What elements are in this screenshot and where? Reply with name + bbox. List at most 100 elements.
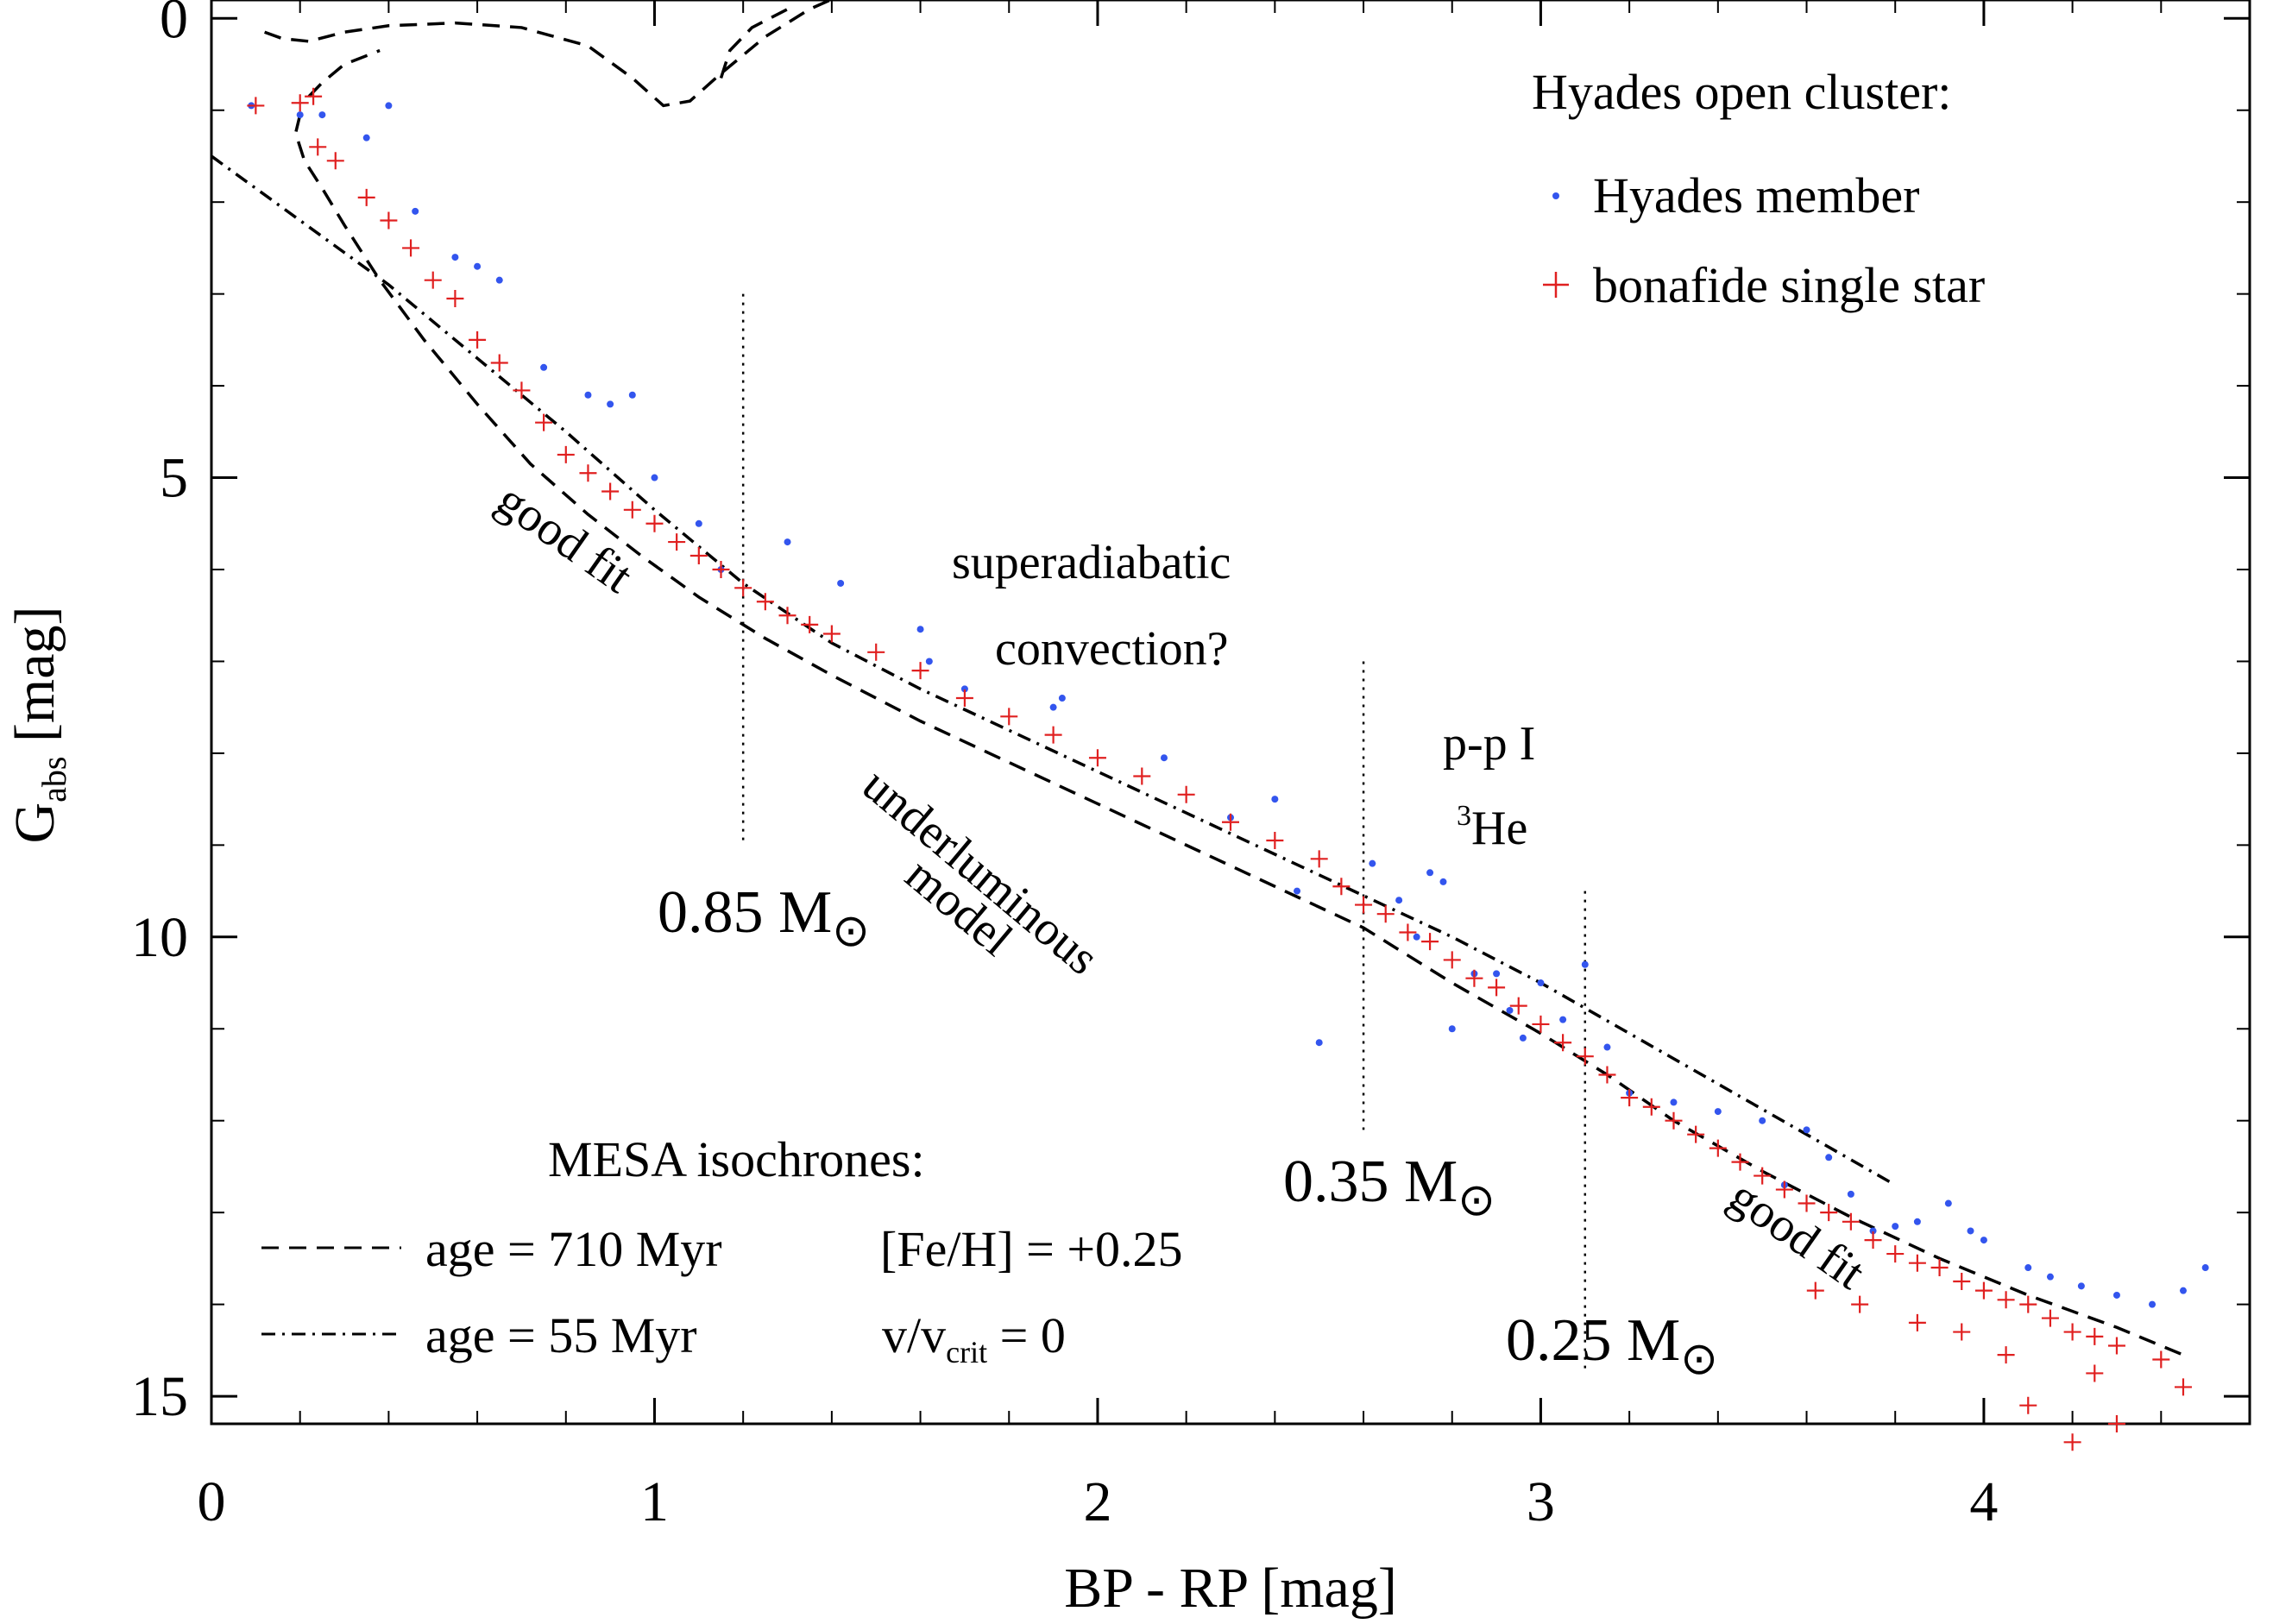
y-tick-label: 5 <box>160 447 188 510</box>
isochrone-curves <box>210 0 2184 1356</box>
y-axis-label-main: G <box>3 803 66 844</box>
single-star-point <box>1974 1281 1993 1300</box>
hyades-member-point <box>1892 1223 1899 1231</box>
he3-symbol: He <box>1471 802 1527 855</box>
single-star-point <box>291 94 309 112</box>
single-star-point <box>1642 1098 1660 1116</box>
hyades-member-point <box>784 538 791 546</box>
hyades-member-point <box>1294 887 1301 895</box>
hyades-member-point <box>2112 1291 2120 1299</box>
single-star-point <box>1997 1291 2015 1309</box>
single-star-point <box>2107 1415 2125 1432</box>
y-axis-label-subscript: abs <box>35 757 73 803</box>
he3-mass-number: 3 <box>1457 800 1471 832</box>
isochrone-legend: MESA isochrones: age = 710 Myr [Fe/H] = … <box>261 1131 1183 1369</box>
single-star-point <box>1000 708 1018 726</box>
isochrone-label-710-myr: age = 710 Myr <box>425 1221 722 1277</box>
single-star-point <box>1399 923 1417 941</box>
single-star-point <box>1443 951 1461 969</box>
hyades-member-point <box>960 685 968 693</box>
single-star-point <box>1997 1346 2015 1364</box>
single-star-point <box>309 138 327 156</box>
hyades-member-point <box>837 579 845 587</box>
x-tick-label: 1 <box>640 1470 669 1533</box>
hyades-member-point <box>1369 859 1376 867</box>
hyades-member-point <box>1413 933 1420 941</box>
single-star-point <box>1488 979 1506 997</box>
hyades-member-point <box>1493 970 1501 978</box>
hyades-member-point <box>1426 869 1434 877</box>
mass-label-035: 0.35 M⊙ <box>1283 1149 1495 1226</box>
isochrone-55-myr <box>210 154 1897 1187</box>
minor-ticks <box>211 0 2250 1424</box>
single-star-point <box>513 381 531 400</box>
single-star-point <box>1886 1245 1905 1263</box>
single-star-point <box>2107 1337 2125 1355</box>
single-star-point <box>579 464 597 482</box>
param-v-sub: crit <box>946 1335 987 1369</box>
hyades-member-point <box>1670 1098 1678 1106</box>
hyades-member-point <box>925 658 933 665</box>
single-star-point <box>801 615 819 633</box>
hyades-member-point <box>1980 1237 1987 1244</box>
hyades-member-point <box>1944 1199 1952 1207</box>
isochrone-710-myr-giant-branch <box>264 0 834 108</box>
single-star-point <box>1421 933 1439 951</box>
legend-plus-marker <box>1543 272 1569 298</box>
hyades-member-point <box>1439 878 1447 885</box>
single-star-point <box>1709 1139 1727 1157</box>
legend: Hyades open cluster: Hyades member bonaf… <box>1532 64 1985 313</box>
hyades-member-point <box>1537 979 1545 987</box>
annotation-pp-chain: p-p I <box>1443 717 1535 771</box>
hyades-member-point <box>362 134 370 142</box>
single-star-point <box>1133 767 1151 785</box>
single-star-point <box>1355 896 1373 914</box>
single-star-point <box>2041 1309 2059 1327</box>
hyades-member-point <box>474 262 482 270</box>
x-tick-label: 4 <box>1969 1470 1998 1533</box>
isochrone-param-v-vcrit: v/vcrit = 0 <box>882 1307 1066 1369</box>
mass-035-value: 0.35 M <box>1283 1149 1458 1215</box>
single-star-point <box>469 330 487 349</box>
isochrone-param-fe-h: [Fe/H] = +0.25 <box>880 1221 1183 1277</box>
single-star-point <box>955 689 973 708</box>
single-star-point <box>1908 1313 1926 1331</box>
single-star-point <box>1851 1295 1869 1313</box>
x-tick-label: 0 <box>198 1470 226 1533</box>
single-star-point <box>357 188 375 206</box>
legend-dot-marker <box>1552 192 1559 199</box>
single-star-point <box>1465 969 1483 987</box>
single-star-point <box>1953 1323 1971 1341</box>
param-v-tail: = 0 <box>987 1307 1066 1363</box>
hyades-member-point <box>1714 1108 1722 1116</box>
mass-085-value: 0.85 M <box>658 879 832 946</box>
single-star-point <box>1310 850 1328 868</box>
single-star-point <box>1509 997 1527 1015</box>
hyades-member-point <box>412 207 419 215</box>
hyades-member-point <box>318 111 326 119</box>
single-star-point <box>822 625 841 643</box>
hyades-member-point <box>1603 1043 1611 1051</box>
single-star-point <box>712 561 730 578</box>
hyades-member-point <box>451 254 459 261</box>
single-star-point <box>1820 1204 1838 1222</box>
single-star-point <box>1798 1194 1816 1212</box>
isochrone-710-myr-giant-branch <box>307 48 381 98</box>
single-star-point <box>1044 726 1062 744</box>
hyades-member-point <box>1448 1025 1456 1033</box>
single-star-point <box>756 593 774 611</box>
hyades-member-point <box>1271 796 1279 803</box>
y-tick-label: 15 <box>131 1365 188 1428</box>
single-star-point <box>1754 1167 1772 1185</box>
annotation-convection: convection? <box>995 622 1229 676</box>
single-star-point <box>1598 1066 1616 1084</box>
single-star-point <box>326 152 344 170</box>
single-star-point <box>2019 1396 2037 1414</box>
hyades-member-point <box>2201 1264 2209 1272</box>
single-star-point <box>1864 1231 1882 1249</box>
sun-symbol-025: ⊙ <box>1680 1333 1718 1385</box>
legend-label-bonafide-single-star: bonafide single star <box>1593 257 1985 313</box>
mass-label-025: 0.25 M⊙ <box>1506 1307 1718 1385</box>
x-axis-ticks: 0 1 2 3 4 <box>198 0 1998 1533</box>
plot-frame <box>210 0 2251 1426</box>
